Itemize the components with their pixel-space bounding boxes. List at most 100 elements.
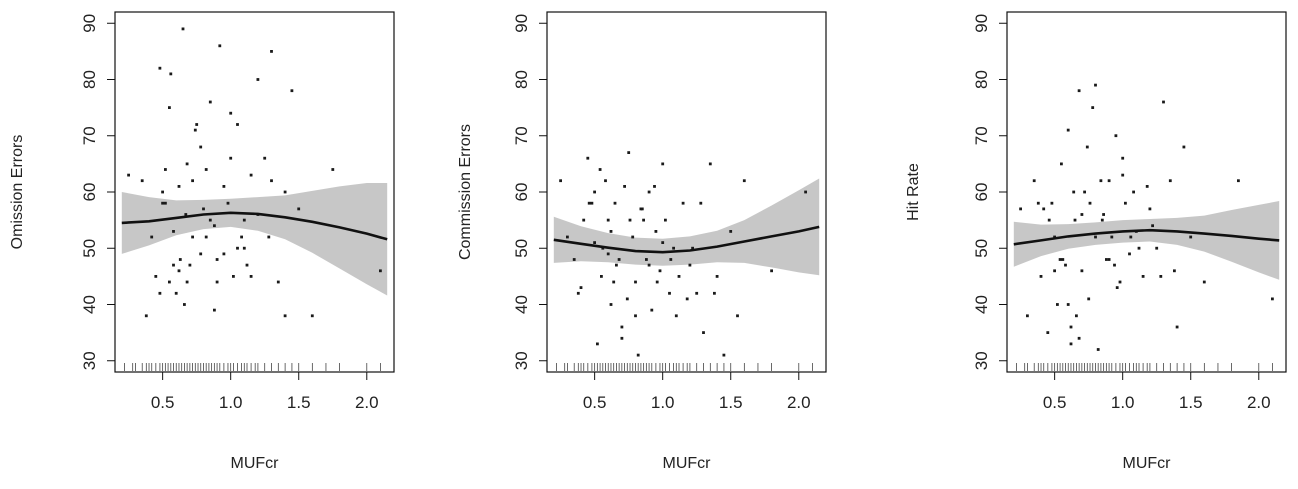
data-point bbox=[215, 280, 219, 284]
x-tick-label: 1.5 bbox=[1179, 393, 1203, 412]
data-point bbox=[708, 162, 712, 166]
data-point bbox=[270, 50, 273, 53]
data-point bbox=[677, 275, 681, 278]
data-point bbox=[222, 252, 226, 256]
data-point bbox=[245, 263, 249, 267]
data-point bbox=[1047, 218, 1051, 222]
data-point bbox=[576, 291, 580, 295]
data-point bbox=[1060, 162, 1063, 166]
data-point bbox=[229, 156, 233, 160]
data-point bbox=[1202, 280, 1206, 284]
data-point bbox=[672, 246, 675, 250]
data-point bbox=[1124, 201, 1127, 205]
data-point bbox=[623, 185, 626, 188]
data-point bbox=[579, 286, 583, 289]
data-point bbox=[283, 314, 287, 318]
data-point bbox=[236, 246, 239, 250]
data-point bbox=[609, 303, 613, 306]
data-point bbox=[229, 111, 233, 115]
data-point bbox=[634, 314, 637, 318]
data-point bbox=[150, 235, 154, 239]
data-point bbox=[242, 218, 246, 222]
data-point bbox=[158, 66, 162, 70]
panel-3: 0.5 1.0 1.5 2.0 30 40 50 60 70 80 90 MUFcr Hit Rate bbox=[905, 11, 1287, 472]
data-point bbox=[604, 179, 607, 183]
y-tick-label: 50 bbox=[512, 239, 531, 258]
data-point bbox=[1094, 83, 1097, 87]
data-point bbox=[625, 297, 629, 301]
data-point bbox=[1129, 235, 1133, 239]
data-point bbox=[691, 246, 694, 250]
data-point bbox=[590, 201, 594, 205]
y-tick-label: 70 bbox=[512, 126, 531, 145]
data-point bbox=[1039, 275, 1043, 278]
x-tick-label: 1.0 bbox=[651, 393, 675, 412]
data-point bbox=[674, 314, 678, 318]
data-point bbox=[204, 168, 208, 171]
data-point bbox=[1271, 297, 1274, 301]
panel-1: 0.5 1.0 1.5 2.0 30 40 50 60 70 80 90 MUFcr Omission … bbox=[9, 11, 395, 472]
data-point bbox=[1042, 207, 1046, 211]
data-point bbox=[612, 280, 616, 284]
data-point bbox=[627, 151, 631, 154]
data-point bbox=[1083, 190, 1086, 194]
x-tick-label: 1.0 bbox=[219, 393, 243, 412]
data-point bbox=[655, 280, 659, 284]
data-point bbox=[1173, 269, 1176, 273]
data-point bbox=[642, 218, 645, 222]
data-point bbox=[263, 156, 267, 160]
data-point bbox=[202, 207, 205, 211]
data-point bbox=[1132, 190, 1135, 194]
data-point bbox=[1118, 280, 1122, 284]
data-point bbox=[1128, 252, 1131, 256]
data-point bbox=[615, 263, 618, 267]
data-point bbox=[617, 258, 621, 261]
data-point bbox=[1056, 303, 1059, 306]
data-point bbox=[1159, 275, 1163, 278]
data-point bbox=[681, 201, 685, 205]
data-point bbox=[593, 241, 596, 244]
y-tick-label: 70 bbox=[80, 126, 99, 145]
data-point bbox=[215, 258, 219, 261]
data-point bbox=[620, 336, 624, 340]
data-point bbox=[1064, 263, 1067, 267]
data-point bbox=[188, 263, 192, 267]
data-point bbox=[586, 156, 590, 160]
data-point bbox=[628, 218, 632, 222]
data-point bbox=[661, 241, 665, 244]
x-tick-label: 1.5 bbox=[287, 393, 311, 412]
data-point bbox=[722, 353, 726, 357]
y-tick-label: 80 bbox=[80, 70, 99, 89]
data-point bbox=[587, 201, 591, 205]
data-point bbox=[1102, 213, 1105, 216]
data-point bbox=[620, 325, 624, 329]
data-point bbox=[1069, 342, 1073, 346]
data-point bbox=[606, 218, 610, 222]
data-point bbox=[1019, 207, 1022, 211]
data-point bbox=[1162, 100, 1165, 104]
data-point bbox=[161, 201, 164, 205]
data-point bbox=[256, 78, 260, 81]
y-tick-label: 90 bbox=[972, 14, 991, 33]
data-point bbox=[191, 179, 194, 183]
data-point bbox=[242, 246, 246, 250]
data-point bbox=[664, 218, 667, 222]
data-point bbox=[1026, 314, 1029, 318]
data-point bbox=[729, 230, 733, 233]
y-tick-label: 90 bbox=[80, 14, 99, 33]
data-point bbox=[1050, 201, 1054, 205]
data-point bbox=[1100, 218, 1104, 222]
data-point bbox=[178, 258, 182, 261]
data-point bbox=[596, 342, 599, 346]
data-point bbox=[650, 308, 654, 312]
data-point bbox=[1072, 190, 1076, 194]
confidence-band bbox=[121, 183, 388, 296]
data-point bbox=[695, 291, 699, 295]
data-point bbox=[1099, 179, 1103, 183]
data-point bbox=[593, 190, 596, 194]
data-point bbox=[1032, 179, 1036, 183]
x-tick-label: 1.5 bbox=[719, 393, 743, 412]
data-point bbox=[1091, 106, 1095, 109]
data-point bbox=[226, 201, 230, 205]
data-point bbox=[1151, 224, 1154, 228]
